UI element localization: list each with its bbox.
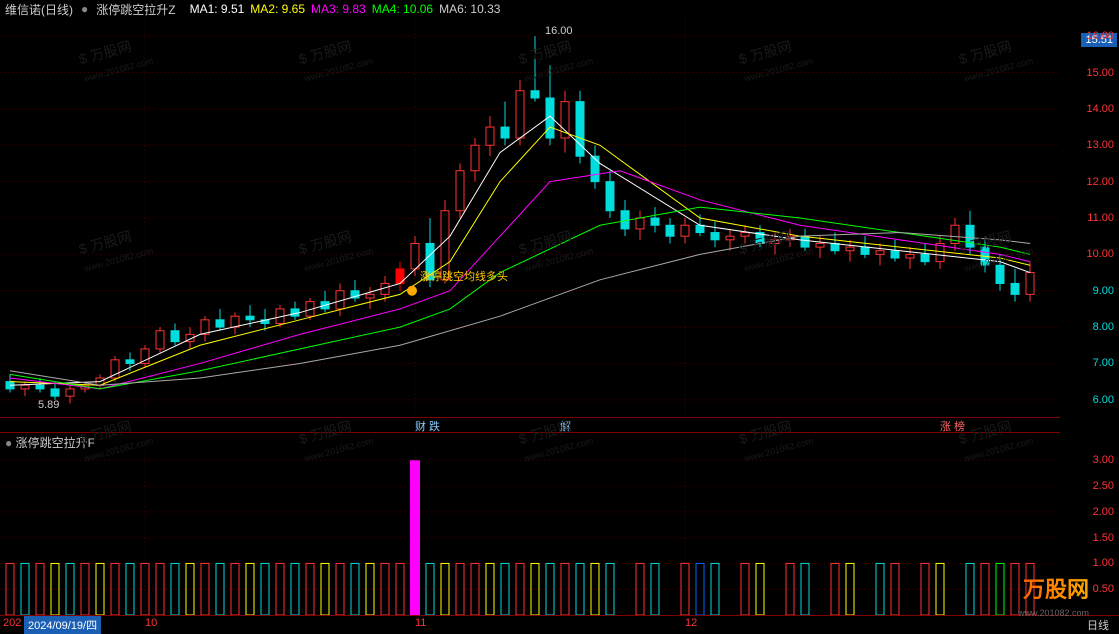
y-tick: 10.00 [1086,248,1114,260]
sub-y-tick: 3.00 [1093,454,1114,466]
chart-header: 维信诺(日线) ● 涨停跳空拉升Z MA1: 9.51 MA2: 9.65 MA3:… [0,0,1119,18]
sub-y-tick: 2.50 [1093,480,1114,492]
period-label: 日线 [1087,617,1109,633]
event-marker: 财 跌 [415,418,440,434]
main-y-axis: 15.51 16.0015.0014.0013.0012.0011.0010.0… [1061,18,1119,418]
ma-value: MA4: 10.06 [372,2,433,16]
sub-indicator-header: ● 涨停跳空拉升F [5,434,95,450]
cursor-date: 2024/09/19/四 [24,616,101,634]
ma-value: MA3: 9.83 [311,2,366,16]
svg-text:16.00: 16.00 [545,25,573,37]
sub-indicator-chart[interactable] [0,450,1060,615]
y-tick: 15.00 [1086,67,1114,79]
ma-value: MA1: 9.51 [190,2,245,16]
event-marker: 涨 榜 [940,418,965,434]
y-tick: 11.00 [1087,212,1114,224]
sub-y-tick: 0.50 [1093,583,1114,595]
y-tick: 14.00 [1086,103,1114,115]
x-tick: 10 [145,617,157,629]
svg-text:5.89: 5.89 [38,399,59,411]
sub-y-tick: 1.00 [1093,557,1114,569]
y-tick: 9.00 [1093,285,1114,297]
x-tick: 12 [685,617,697,629]
event-bar: 财 跌解涨 榜 [0,418,1060,433]
sub-y-tick: 2.00 [1093,506,1114,518]
y-tick: 12.00 [1086,176,1114,188]
time-axis: 202 2024/09/19/四 日线 10 11 12 [0,615,1119,632]
ma-value: MA6: 10.33 [439,2,500,16]
y-tick: 7.00 [1093,357,1114,369]
x-start: 202 [3,617,21,629]
svg-text:涨停跳空均线多头: 涨停跳空均线多头 [420,269,508,283]
y-tick: 8.00 [1093,321,1114,333]
sub-y-tick: 1.50 [1093,532,1114,544]
bullet-icon: ● [81,2,88,16]
y-tick: 6.00 [1093,394,1114,406]
indicator-name: 涨停跳空拉升Z [96,1,175,18]
x-tick: 11 [415,617,426,629]
y-tick: 16.00 [1086,30,1114,42]
watermark-logo: 万股网 [1023,572,1089,604]
main-candlestick-chart[interactable]: 5.89 16.00 涨停跳空均线多头 [0,18,1060,418]
event-marker: 解 [560,418,571,434]
ma-value: MA2: 9.65 [250,2,305,16]
watermark-url: www.201082.com [1018,608,1089,618]
stock-name: 维信诺(日线) [5,1,73,18]
y-tick: 13.00 [1086,139,1114,151]
